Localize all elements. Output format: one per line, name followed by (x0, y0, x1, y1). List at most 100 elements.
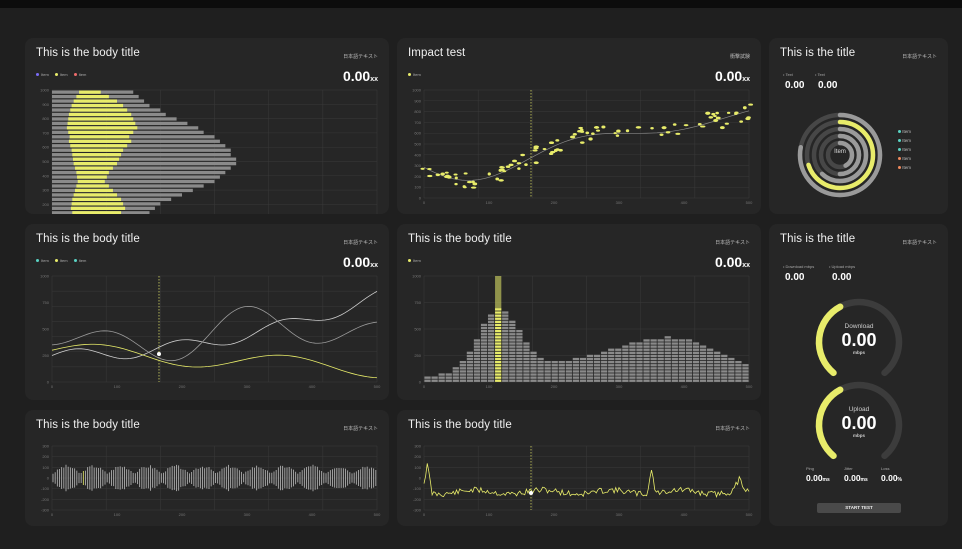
histogram-cell (473, 345, 481, 348)
legend-dot-icon (54, 259, 58, 262)
histogram-cell (650, 367, 657, 370)
histogram-cell (495, 351, 502, 354)
histogram-cell (502, 376, 509, 379)
histogram-cell (487, 317, 495, 320)
histogram-cell (714, 361, 721, 364)
bar (52, 144, 226, 148)
histogram-cell (657, 342, 664, 345)
histogram-cell (530, 351, 537, 354)
ring-progress (797, 112, 883, 198)
bar (52, 148, 231, 152)
legend-item[interactable]: Item (73, 258, 86, 263)
ring-legend-item[interactable]: Item (898, 127, 911, 136)
scatter-point (498, 179, 504, 182)
scatter-point (683, 124, 689, 127)
histogram-cell (622, 367, 629, 370)
histogram-cell (692, 357, 700, 361)
histogram-cell (537, 357, 544, 361)
histogram-cell (678, 348, 686, 351)
histogram-cell (692, 370, 700, 373)
histogram-cell (572, 379, 580, 382)
histogram-cell (629, 373, 636, 376)
tick-label: -100 (41, 486, 50, 491)
legend-item[interactable]: Item (408, 258, 421, 263)
histogram-cell (495, 376, 502, 379)
legend-item[interactable]: Item (54, 72, 68, 77)
histogram-cell (615, 367, 622, 370)
histogram-cell (586, 357, 594, 361)
bar (68, 139, 132, 143)
histogram-cell (657, 376, 664, 379)
histogram-cell (586, 379, 594, 382)
legend-item[interactable]: Item (54, 258, 68, 263)
scatter-point (613, 132, 617, 135)
tick-label: 100 (414, 465, 421, 470)
histogram-cell (516, 361, 523, 364)
ring-legend-item[interactable]: Item (898, 163, 911, 172)
histogram-cell (502, 348, 509, 351)
histogram-cell (650, 342, 657, 345)
legend-item[interactable]: Item (36, 72, 49, 77)
histogram-cell (664, 364, 671, 367)
tick-label: 200 (551, 384, 558, 389)
histogram-cell (714, 379, 721, 382)
ring-legend-item[interactable]: Item (898, 136, 911, 145)
histogram-cell (480, 339, 488, 342)
histogram-cell (558, 370, 565, 373)
histogram-cell (495, 370, 502, 373)
histogram-cell (466, 364, 474, 367)
line-chart: 0 100 200 300 400 500 1000 750 500 250 0 (40, 274, 381, 390)
histogram-cell (551, 364, 558, 367)
histogram-cell (699, 379, 707, 382)
speed-gauges (815, 298, 903, 460)
bar (52, 188, 193, 193)
histogram-cell (643, 367, 650, 370)
histogram-cell (551, 367, 558, 370)
tick-label: 300 (414, 444, 421, 449)
scatter-point (542, 147, 547, 150)
tick-label: 100 (114, 512, 121, 517)
histogram-cell (657, 379, 664, 382)
histogram-cell (622, 351, 629, 354)
scatter-point (555, 148, 560, 151)
histogram-cell (650, 373, 657, 376)
histogram-cell (692, 361, 700, 364)
histogram-cell (516, 342, 523, 345)
ring-legend-item[interactable]: Item (898, 145, 911, 154)
tick-label: 900 (42, 102, 49, 107)
histogram-cell (487, 330, 495, 333)
histogram-cell (473, 379, 481, 382)
histogram-cell (671, 339, 678, 342)
series-line (51, 306, 378, 362)
histogram-cell (502, 336, 509, 339)
histogram-cell (487, 326, 495, 330)
histogram-cell (473, 376, 481, 379)
ping-value: 0.00ms (806, 473, 830, 483)
histogram-cell (643, 376, 650, 379)
histogram-cell (516, 336, 523, 339)
histogram-cell (509, 351, 516, 354)
histogram-cell (601, 376, 608, 379)
histogram-cell (671, 379, 678, 382)
legend-item[interactable]: Item (36, 258, 49, 263)
tick-label: 500 (42, 159, 49, 164)
tick-label: 750 (414, 300, 421, 305)
histogram-cell (699, 357, 707, 361)
histogram-cell (509, 379, 516, 382)
card-subtitle: 日本語テキスト (715, 426, 750, 432)
start-test-button[interactable]: START TEST (817, 503, 901, 513)
histogram-cell (593, 376, 601, 379)
histogram-cell (487, 373, 495, 376)
legend-dot-icon (73, 259, 77, 262)
legend-item[interactable]: Item (73, 72, 86, 77)
legend-item[interactable]: Item (408, 72, 421, 77)
histogram-cell (622, 376, 629, 379)
histogram-cell (692, 367, 700, 370)
histogram-cell (558, 364, 565, 367)
histogram-cell (544, 379, 551, 382)
ring-legend-item[interactable]: Item (898, 154, 911, 163)
scatter-point (427, 168, 432, 171)
legend: Item Item Item (36, 258, 86, 263)
histogram-cell (643, 339, 650, 342)
scatter-point (705, 111, 711, 115)
